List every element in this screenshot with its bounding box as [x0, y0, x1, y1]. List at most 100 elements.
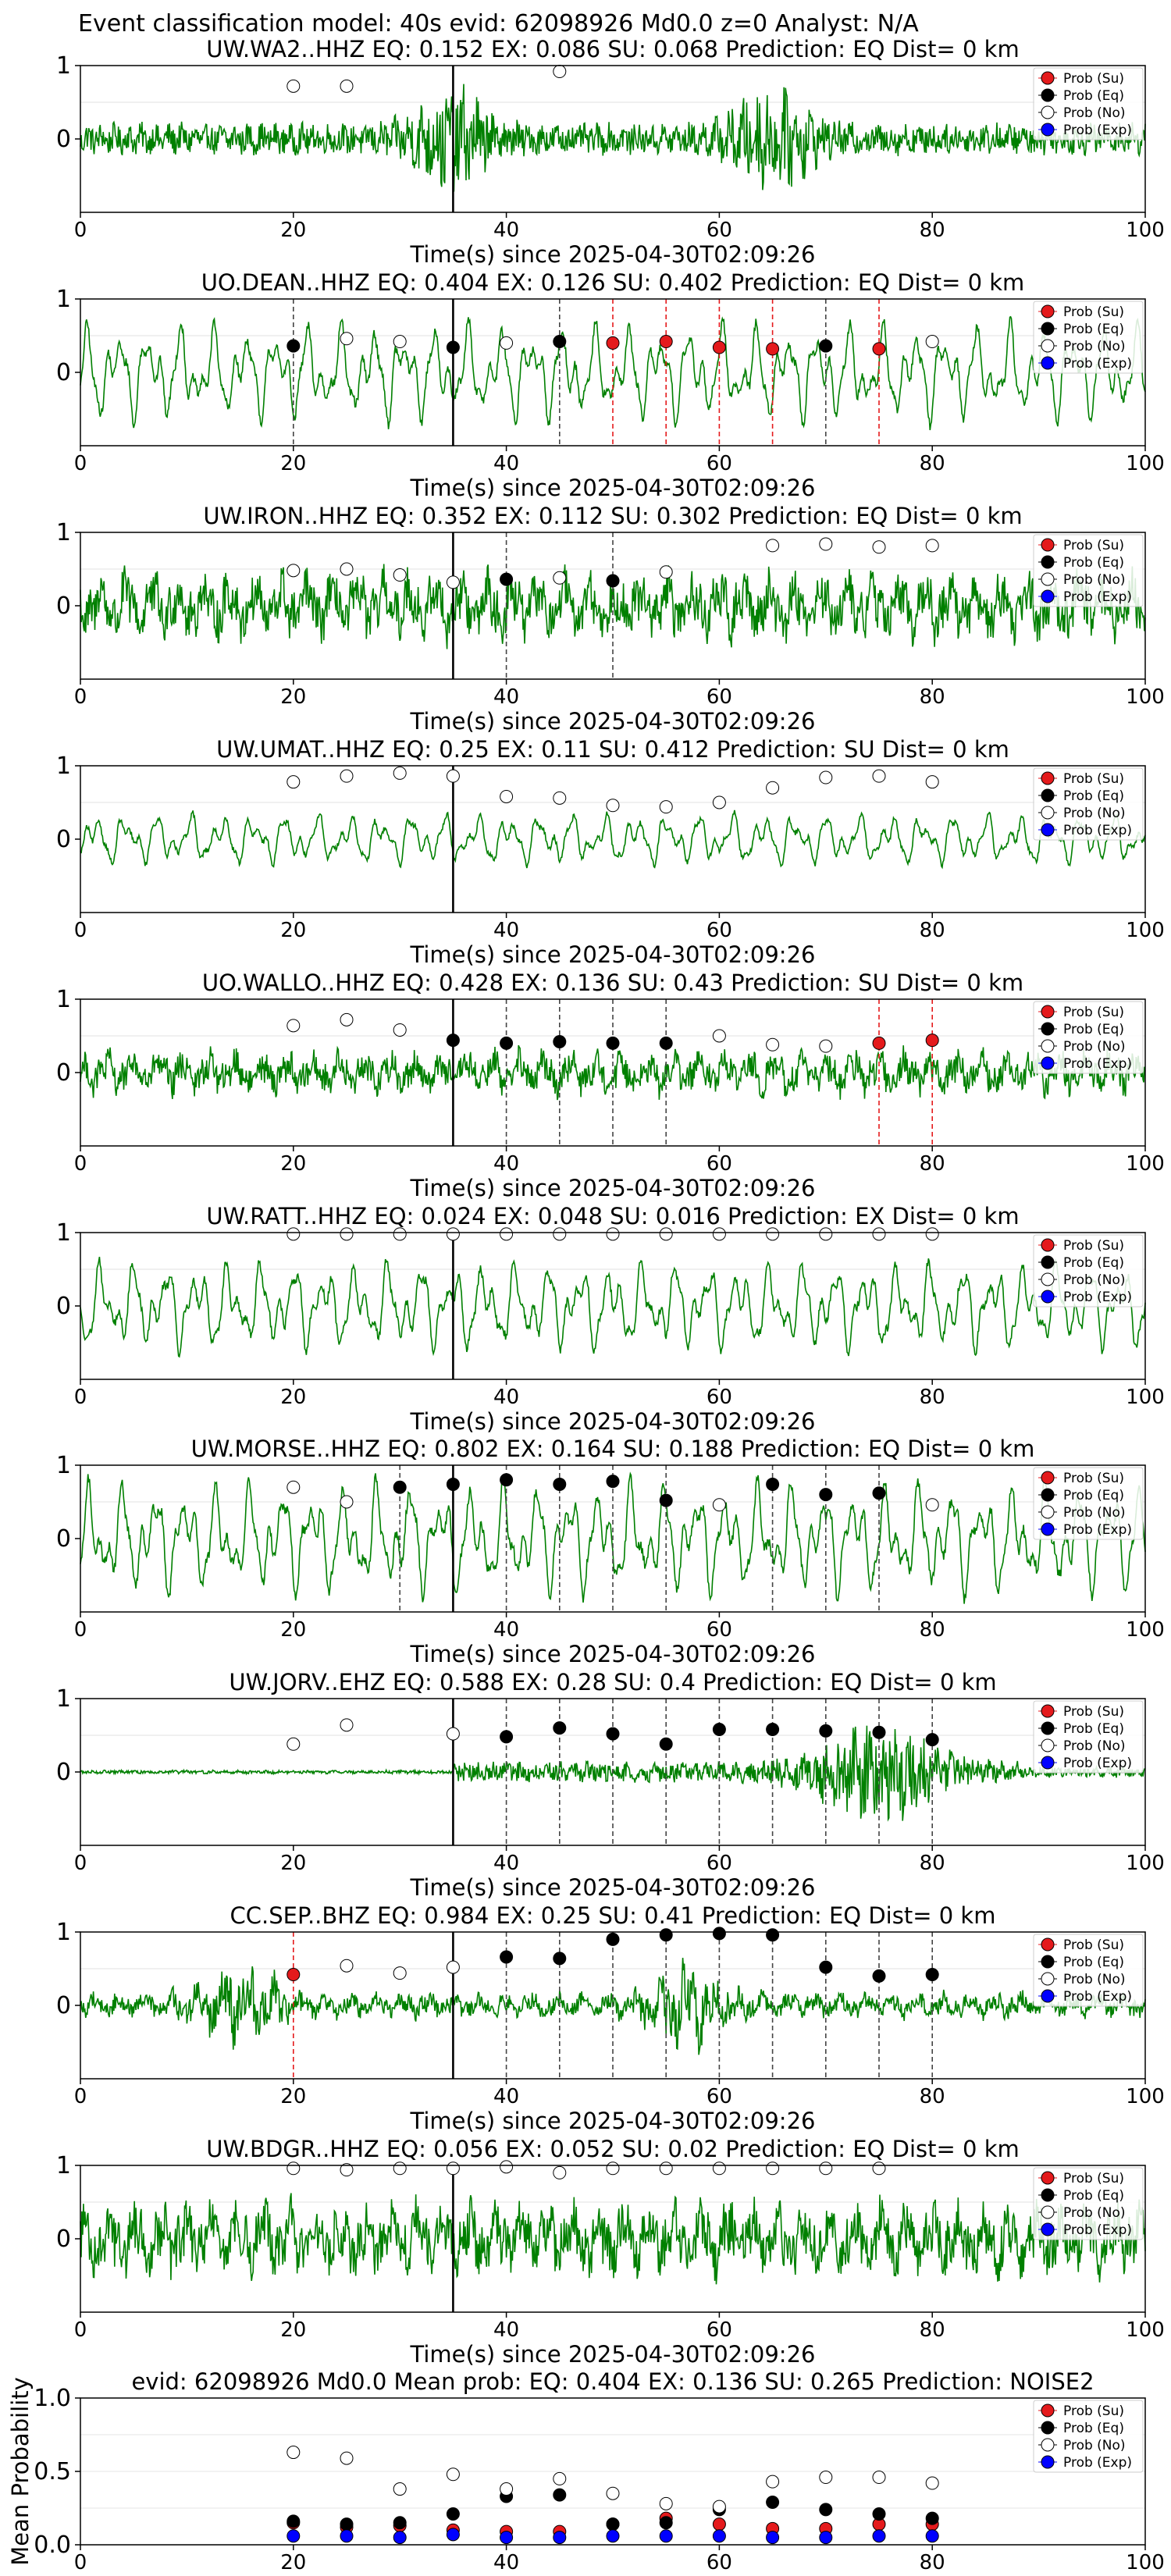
- legend-marker: [1041, 1238, 1055, 1252]
- mean-probability-panel: evid: 62098926 Md0.0 Mean prob: EQ: 0.40…: [7, 2368, 1165, 2574]
- prob-point-no: [553, 1227, 567, 1241]
- x-tick-label: 100: [1126, 452, 1165, 475]
- legend-marker: [1041, 1505, 1055, 1519]
- prob-point-no: [925, 775, 939, 789]
- prob-point-eq: [712, 1722, 726, 1736]
- legend-marker: [1041, 2438, 1055, 2452]
- mean-point-eq: [766, 2495, 780, 2509]
- legend-box: [1033, 301, 1144, 374]
- prob-point-eq: [446, 340, 460, 354]
- legend-label: Prob (Eq): [1063, 1721, 1124, 1737]
- x-tick-label: 20: [280, 1618, 306, 1642]
- y-tick-label: 1: [56, 52, 71, 80]
- legend-label: Prob (No): [1063, 1738, 1126, 1754]
- mean-point-exp: [446, 2528, 460, 2542]
- x-tick-label: 40: [493, 452, 519, 475]
- prob-point-su: [872, 1036, 886, 1050]
- legend-marker: [1041, 2222, 1055, 2236]
- mean-point-su: [712, 2517, 726, 2532]
- legend-label: Prob (Su): [1063, 1005, 1124, 1020]
- x-axis-label: Time(s) since 2025-04-30T02:09:26: [410, 2341, 816, 2368]
- prob-point-no: [925, 1227, 939, 1241]
- legend-marker: [1041, 1522, 1055, 1536]
- x-tick-label: 0: [74, 1852, 87, 1875]
- prob-point-no: [340, 1012, 354, 1026]
- legend-label: Prob (Eq): [1063, 2421, 1124, 2436]
- y-tick-label: 0: [56, 359, 71, 386]
- prob-point-eq: [606, 1727, 620, 1741]
- mean-panel-title: evid: 62098926 Md0.0 Mean prob: EQ: 0.40…: [131, 2368, 1094, 2395]
- x-tick-label: 0: [74, 919, 87, 942]
- legend-label: Prob (Exp): [1063, 1056, 1132, 1072]
- mean-point-no: [766, 2475, 780, 2489]
- legend-marker: [1041, 71, 1055, 85]
- legend-marker: [1041, 788, 1055, 802]
- x-axis-label: Time(s) since 2025-04-30T02:09:26: [410, 241, 816, 268]
- legend-marker: [1041, 123, 1055, 137]
- mean-point-eq: [446, 2507, 460, 2521]
- mean-point-no: [606, 2486, 620, 2500]
- legend-label: Prob (Su): [1063, 71, 1124, 87]
- mean-point-exp: [819, 2531, 833, 2545]
- legend-label: Prob (Su): [1063, 771, 1124, 787]
- x-axis-label: Time(s) since 2025-04-30T02:09:26: [410, 2108, 816, 2134]
- prob-point-no: [393, 335, 407, 349]
- prob-point-eq: [553, 1035, 567, 1049]
- legend-marker: [1041, 1937, 1055, 1952]
- prob-point-no: [287, 1019, 301, 1033]
- mean-point-no: [872, 2471, 886, 2485]
- waveform-panel-3: UW.IRON..HHZ EQ: 0.352 EX: 0.112 SU: 0.3…: [56, 503, 1165, 735]
- prob-point-su: [766, 342, 780, 356]
- prob-point-no: [712, 795, 726, 809]
- mean-point-no: [819, 2471, 833, 2485]
- x-tick-label: 60: [707, 1386, 732, 1409]
- waveform-panel-2: UO.DEAN..HHZ EQ: 0.404 EX: 0.126 SU: 0.4…: [56, 269, 1165, 501]
- prob-point-eq: [925, 1733, 939, 1747]
- axes-frame: [80, 765, 1146, 913]
- prob-point-su: [659, 335, 673, 349]
- legend-label: Prob (Exp): [1063, 823, 1132, 838]
- y-tick-label: 1: [56, 1919, 71, 1946]
- prob-point-no: [712, 2161, 726, 2176]
- x-axis-label: Time(s) since 2025-04-30T02:09:26: [410, 475, 816, 501]
- legend-box: [1033, 1234, 1144, 1308]
- legend-label: Prob (Eq): [1063, 1955, 1124, 1970]
- mean-point-eq: [393, 2516, 407, 2530]
- waveform-panel-8: UW.JORV..EHZ EQ: 0.588 EX: 0.28 SU: 0.4 …: [56, 1669, 1165, 1901]
- x-tick-label: 100: [1126, 2085, 1165, 2108]
- x-axis-label: Time(s) since 2025-04-30T02:09:26: [410, 1874, 816, 1901]
- legend-marker: [1041, 1056, 1055, 1070]
- legend-label: Prob (Eq): [1063, 322, 1124, 337]
- mean-point-eq: [659, 2516, 673, 2530]
- panel-title: UO.DEAN..HHZ EQ: 0.404 EX: 0.126 SU: 0.4…: [201, 269, 1025, 296]
- x-axis-label: Time(s) since 2025-04-30T02:09:26: [410, 941, 816, 968]
- waveform-trace: [80, 809, 1146, 870]
- mean-point-eq: [340, 2517, 354, 2532]
- legend-box: [1033, 1700, 1144, 1774]
- x-tick-label: 80: [920, 1852, 945, 1875]
- x-tick-label: 60: [707, 2085, 732, 2108]
- legend-marker: [1041, 88, 1055, 102]
- prob-point-no: [712, 1029, 726, 1043]
- legend-label: Prob (Eq): [1063, 1488, 1124, 1503]
- prob-point-eq: [872, 1969, 886, 1983]
- legend-box: [1033, 1467, 1144, 1540]
- legend-marker: [1041, 1255, 1055, 1269]
- prob-point-eq: [553, 1721, 567, 1735]
- prob-point-no: [925, 539, 939, 553]
- legend-marker: [1041, 555, 1055, 569]
- x-tick-label: 40: [493, 1152, 519, 1176]
- mean-point-exp: [606, 2529, 620, 2543]
- prob-point-su: [712, 340, 726, 354]
- x-axis-label: Time(s) since 2025-04-30T02:09:26: [410, 1175, 816, 1201]
- legend-label: Prob (Exp): [1063, 2455, 1132, 2471]
- x-tick-label: 80: [920, 1386, 945, 1409]
- legend-marker: [1041, 1005, 1055, 1019]
- prob-point-eq: [446, 1477, 460, 1491]
- x-tick-label: 60: [707, 219, 732, 242]
- prob-point-su: [925, 1034, 939, 1048]
- legend-label: Prob (Exp): [1063, 589, 1132, 605]
- mean-point-exp: [287, 2529, 301, 2543]
- x-tick-label: 0: [74, 2085, 87, 2108]
- prob-point-no: [287, 1227, 301, 1241]
